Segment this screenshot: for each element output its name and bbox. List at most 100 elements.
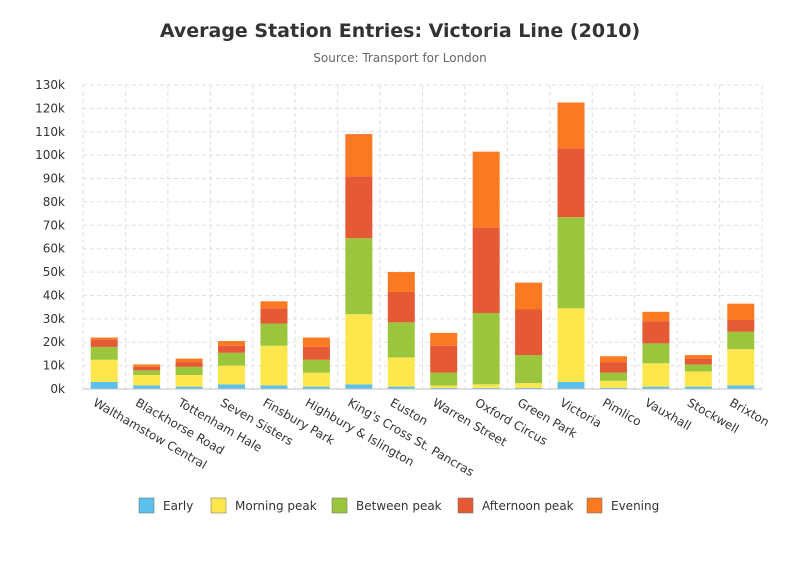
y-tick-label: 90k [43,172,65,186]
bar-segment [684,386,712,389]
y-tick-label: 50k [43,265,65,279]
legend-swatch [586,497,603,514]
bar-segment [430,345,458,373]
x-tick-label: Pimlico [600,395,644,428]
legend-label: Early [163,499,193,513]
bar-segment [218,345,246,353]
bar-segment [302,337,330,347]
bar-segment [515,387,543,389]
bar-segment [302,372,330,387]
bar-segment [727,349,755,386]
bar-segment [302,359,330,373]
bar-segment [387,291,415,323]
bar-segment [642,343,670,364]
bar-segment [175,362,203,367]
bar-segment [345,384,373,389]
bar-segment [684,358,712,365]
grid-lines: 0k 10k 20k 30k 40k 50k 60k 70k 80k 90k 100k 110k 120… [35,78,763,396]
x-tick-label: Vauxhall [642,395,693,433]
y-tick-label: 70k [43,218,65,232]
bar-segment [727,303,755,321]
bar-segment [90,346,118,360]
legend-label: Between peak [356,499,442,513]
y-tick-label: 120k [35,101,65,115]
y-tick-label: 100k [35,148,65,162]
bar-segment [557,102,585,149]
legend-label: Afternoon peak [482,499,574,513]
bar-segment [133,366,161,371]
bar-segment [90,359,118,382]
legend-label: Evening [611,499,659,513]
bar-segment [642,386,670,389]
bar-segment [472,313,500,385]
bar-segment [472,387,500,389]
bar-segment [175,386,203,389]
bar-segment [218,384,246,389]
y-tick-label: 130k [35,78,65,92]
bar-segment [557,308,585,382]
bar-segment [387,322,415,358]
bar-segment [218,365,246,385]
bar-segment [515,309,543,356]
bar-segment [515,282,543,310]
bar-segment [260,345,288,386]
bar-segment [175,358,203,363]
bar-segment [302,386,330,389]
chart-title: Average Station Entries: Victoria Line (… [159,20,641,42]
chart-subtitle: Source: Transport for London [313,51,487,65]
bar-segment [727,331,755,350]
bar-segment [515,355,543,384]
y-tick-label: 110k [35,125,65,139]
bar-segment [90,337,118,340]
legend-swatch [138,497,155,514]
bar-segment [557,148,585,218]
bar-segment [684,355,712,359]
bar-segment [260,301,288,309]
bar-segment [260,323,288,346]
bar-segment [90,339,118,347]
bar-segment [345,176,373,239]
bar-segment [345,238,373,315]
legend-swatch [331,497,348,514]
bar-segment [133,370,161,375]
bar-segment [599,362,627,373]
bar-segment [684,364,712,372]
bar-segment [515,383,543,388]
bar-segment [260,385,288,389]
bar-segment [599,387,627,389]
bar-segment [133,385,161,389]
bar-segment [302,346,330,360]
bar-segment [727,385,755,389]
y-tick-label: 20k [43,335,65,349]
x-tick-label: Warren Street [430,395,509,449]
legend-label: Morning peak [235,499,317,513]
bar-segment [133,364,161,367]
bar-segment [218,341,246,346]
y-tick-label: 30k [43,312,65,326]
bar-segment [430,387,458,389]
bar-segment [472,227,500,313]
bar-segment [133,374,161,386]
bar-segment [387,272,415,292]
legend-swatch [457,497,474,514]
bar-segment [387,386,415,389]
bar-segment [642,311,670,322]
bar-segment [175,374,203,387]
bar-segment [557,217,585,309]
bar-segment [430,372,458,386]
bar-segment [345,314,373,385]
bar-segment [599,372,627,381]
y-tick-label: 0k [50,382,65,396]
bar-segment [472,384,500,388]
y-tick-label: 40k [43,288,65,302]
y-tick-label: 10k [43,359,65,373]
bar-segment [175,366,203,375]
bar-segment [727,320,755,332]
y-tick-label: 80k [43,195,65,209]
bar-segment [430,332,458,346]
bar-segment [387,357,415,387]
bar-segment [684,371,712,387]
